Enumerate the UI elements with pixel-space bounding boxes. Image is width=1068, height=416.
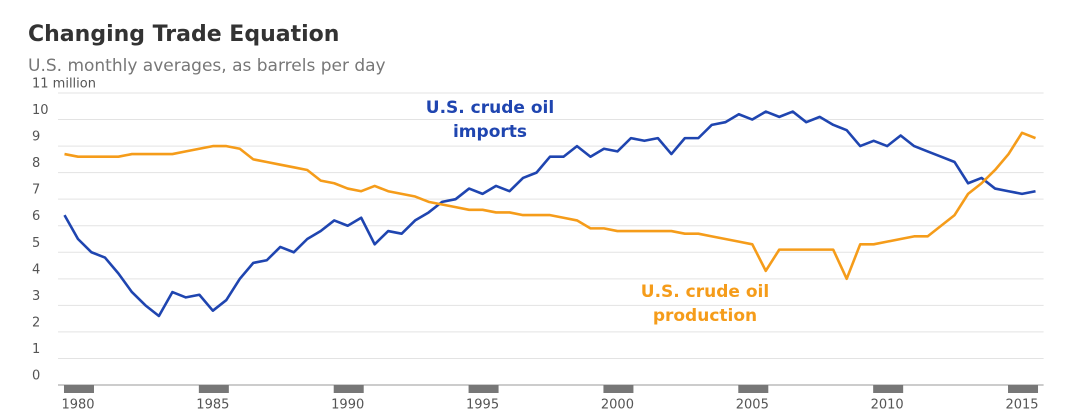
x-tick-label: 2000 bbox=[601, 398, 634, 413]
x-tick-mark bbox=[603, 385, 634, 393]
x-tick-label: 1980 bbox=[61, 398, 94, 413]
chart-subtitle: U.S. monthly averages, as barrels per da… bbox=[28, 56, 386, 76]
x-tick-mark bbox=[873, 385, 904, 393]
y-tick-label: 8 bbox=[32, 156, 40, 171]
series-label: production bbox=[653, 306, 757, 326]
x-tick-label: 2005 bbox=[736, 398, 769, 413]
y-tick-label: 9 bbox=[32, 130, 40, 145]
series-line bbox=[63, 110, 1036, 318]
x-tick-mark bbox=[198, 385, 229, 393]
y-tick-label: 3 bbox=[32, 289, 40, 304]
x-tick-label: 2015 bbox=[1005, 398, 1038, 413]
series-line bbox=[64, 131, 1036, 281]
y-tick-label: 1 bbox=[32, 342, 40, 357]
y-tick-label: 5 bbox=[32, 236, 40, 251]
y-tick-label: 11 million bbox=[32, 77, 96, 92]
x-tick-label: 2010 bbox=[871, 398, 904, 413]
x-tick-mark bbox=[1008, 385, 1039, 393]
y-tick-label: 4 bbox=[32, 262, 40, 277]
chart-title: Changing Trade Equation bbox=[28, 22, 339, 47]
x-tick-mark bbox=[738, 385, 769, 393]
y-tick-label: 0 bbox=[32, 369, 40, 384]
y-tick-label: 10 bbox=[32, 103, 49, 118]
x-tick-label: 1990 bbox=[331, 398, 364, 413]
y-tick-label: 7 bbox=[32, 183, 40, 198]
x-tick-label: 1985 bbox=[196, 398, 229, 413]
series-label: imports bbox=[453, 122, 527, 142]
series-label: U.S. crude oil bbox=[641, 282, 769, 302]
x-tick-mark bbox=[63, 385, 94, 393]
x-tick-mark bbox=[468, 385, 499, 393]
x-tick-label: 1995 bbox=[466, 398, 499, 413]
series-label: U.S. crude oil bbox=[426, 98, 554, 118]
y-tick-label: 2 bbox=[32, 315, 40, 330]
x-tick-mark bbox=[333, 385, 364, 393]
y-tick-label: 6 bbox=[32, 209, 40, 224]
